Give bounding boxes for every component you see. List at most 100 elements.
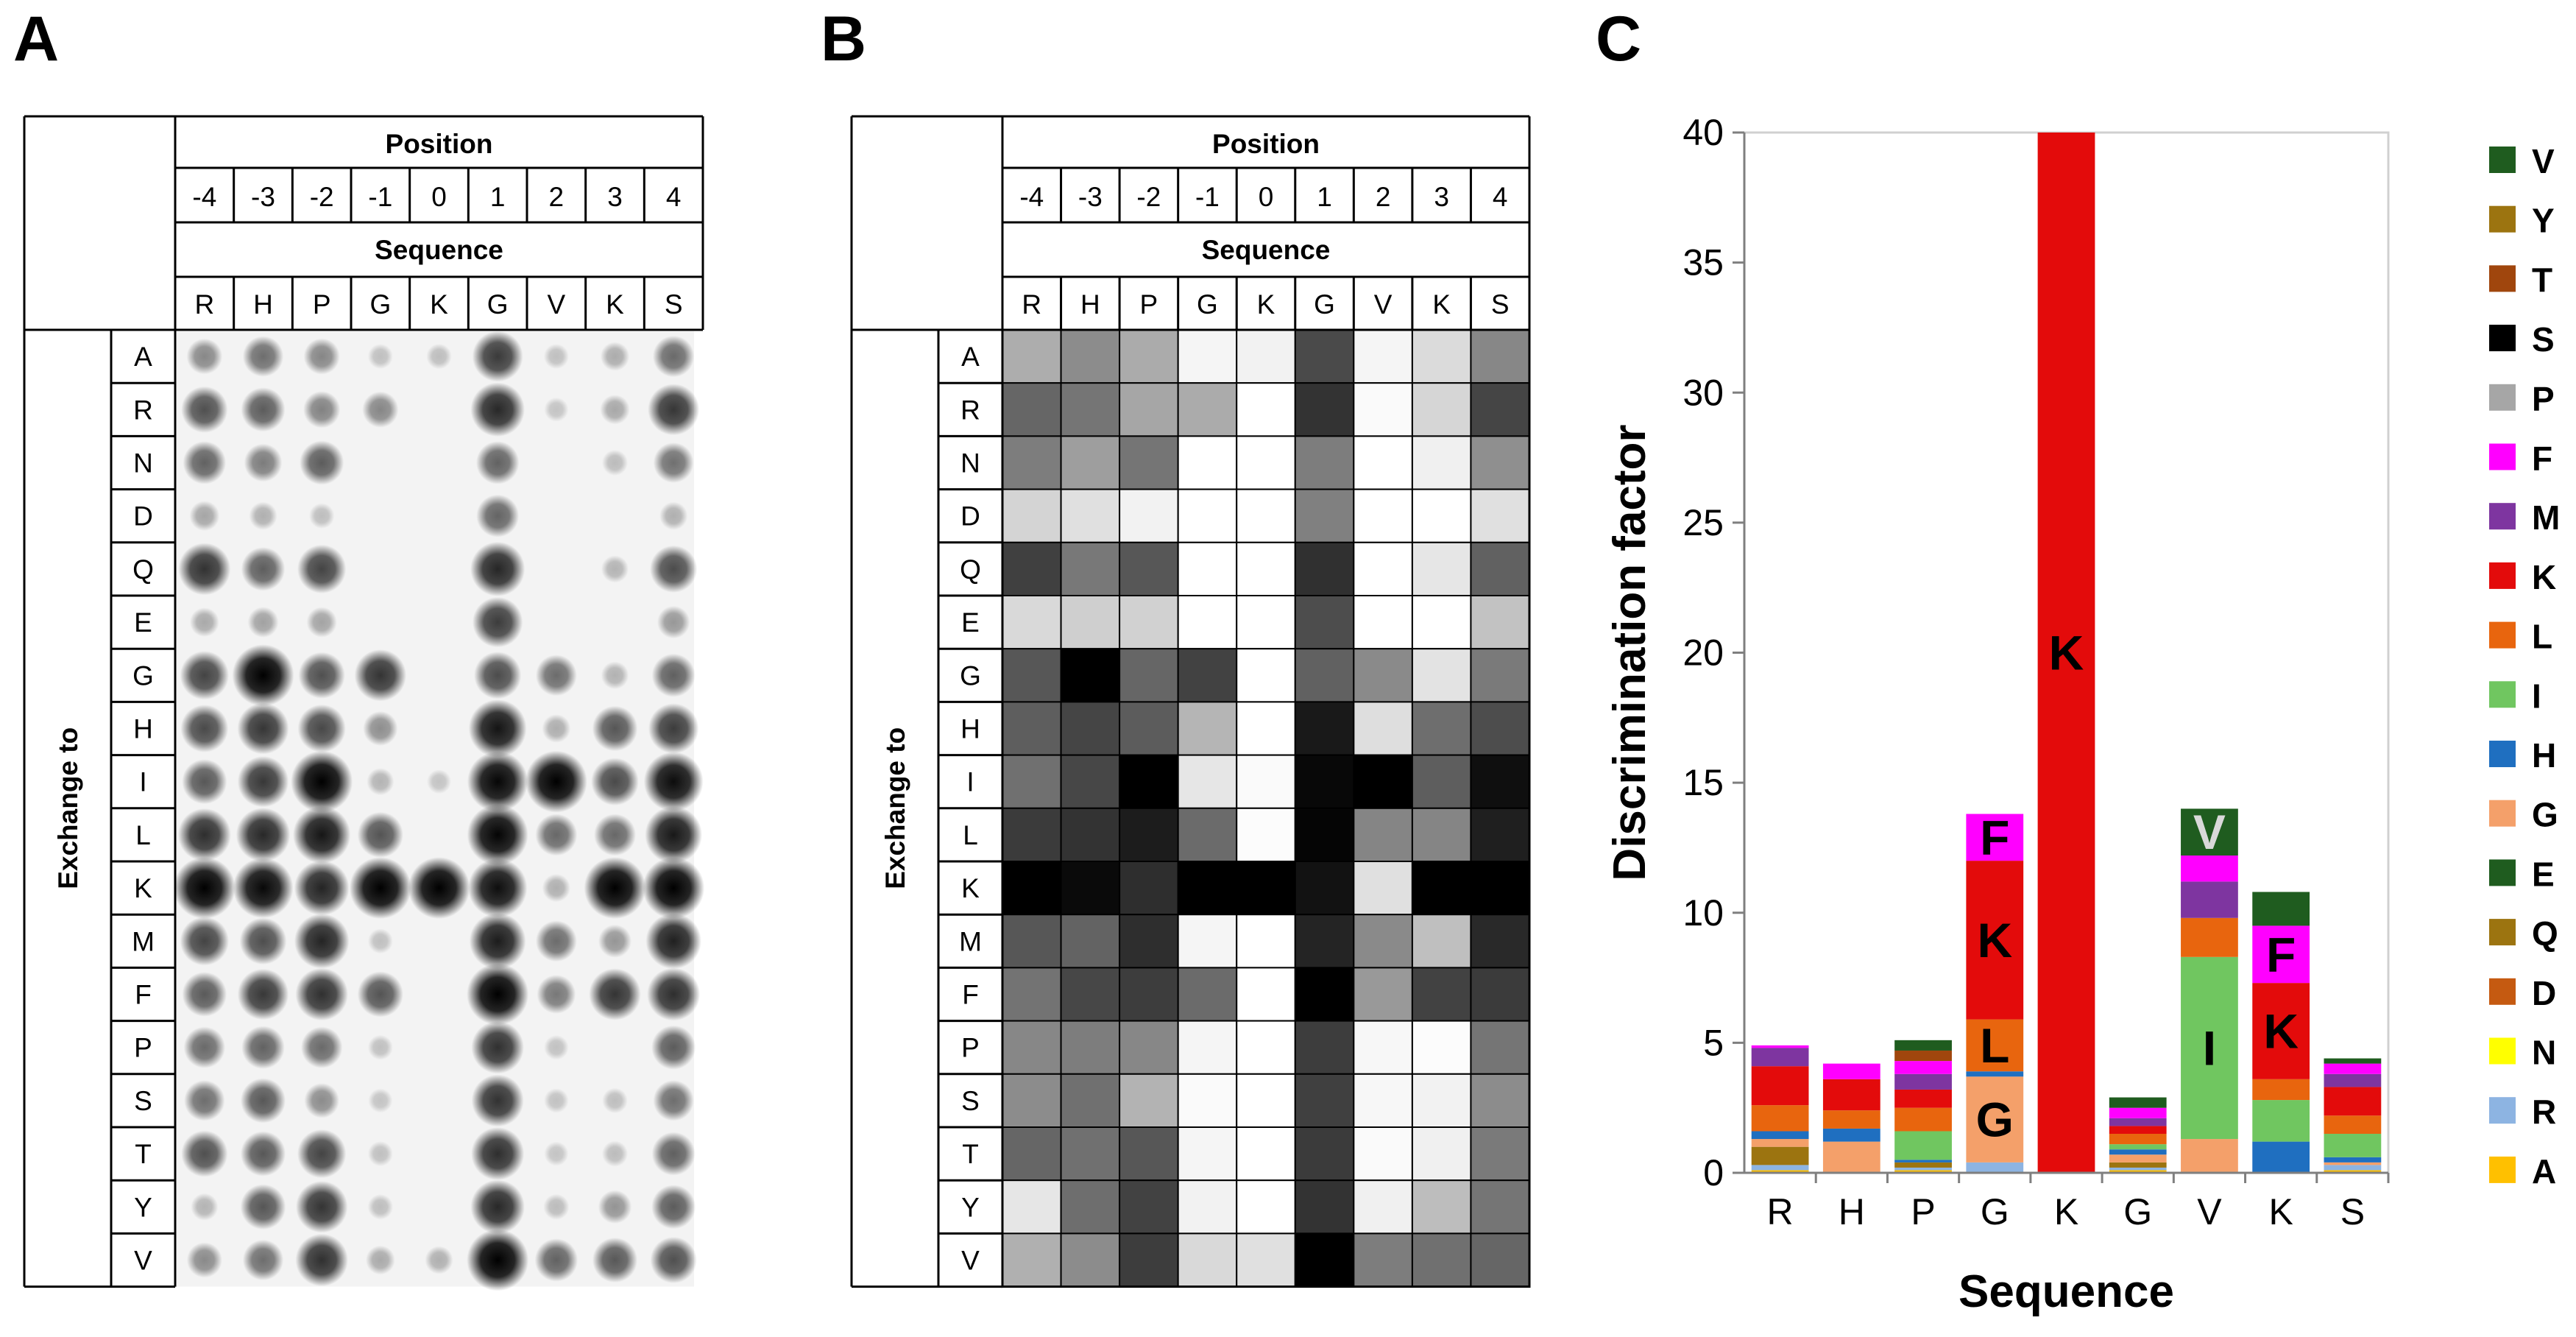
legend-swatch-D bbox=[2489, 978, 2516, 1005]
heatmap-cell-G-1 bbox=[1294, 648, 1355, 703]
blot-dot-R-3 bbox=[600, 395, 630, 425]
blot-dot-H--2 bbox=[297, 704, 346, 753]
blot-dot-L-2 bbox=[535, 814, 578, 856]
blot-dot-Y--4 bbox=[191, 1193, 219, 1221]
heatmap-cell-H-1 bbox=[1294, 701, 1355, 756]
heatmap-cell-M-1 bbox=[1294, 914, 1355, 969]
bar-label-G: G bbox=[1976, 1093, 2014, 1147]
panel-b-position-label: 3 bbox=[1434, 182, 1449, 212]
blot-dot-E--2 bbox=[306, 607, 337, 638]
heatmap-cell-N--1 bbox=[1177, 435, 1238, 490]
blot-dot-T-2 bbox=[544, 1141, 569, 1166]
panel-a-exchange-residue: T bbox=[135, 1139, 152, 1169]
blot-dot-N-3 bbox=[601, 449, 629, 476]
heatmap-cell-Y--2 bbox=[1119, 1179, 1179, 1235]
panel-b-position-label: 0 bbox=[1259, 182, 1274, 212]
heatmap-cell-V--3 bbox=[1060, 1232, 1121, 1288]
blot-dot-L--4 bbox=[177, 808, 231, 861]
heatmap-cell-Q--4 bbox=[1002, 541, 1062, 596]
heatmap-cell-K--4 bbox=[1002, 861, 1062, 916]
bar-segment-G6-K bbox=[2109, 1126, 2167, 1135]
blot-dot-K-1 bbox=[467, 858, 528, 918]
legend-label-R: R bbox=[2532, 1093, 2556, 1131]
blot-dot-P--4 bbox=[183, 1026, 226, 1068]
blot-dot-Y-3 bbox=[598, 1190, 632, 1224]
bar-segment-P3-F bbox=[1894, 1061, 1952, 1074]
heatmap-cell-V-2 bbox=[1353, 1232, 1413, 1288]
panel-b-position-label: -2 bbox=[1136, 182, 1161, 212]
heatmap-cell-F-1 bbox=[1294, 967, 1355, 1022]
heatmap-cell-T--1 bbox=[1177, 1126, 1238, 1182]
heatmap-cell-S-0 bbox=[1236, 1073, 1296, 1129]
y-axis-title: Discrimination factor bbox=[1604, 424, 1655, 881]
bar-segment-S9-M bbox=[2324, 1073, 2382, 1087]
heatmap-cell-A--3 bbox=[1060, 329, 1121, 384]
heatmap-cell-E-2 bbox=[1353, 595, 1413, 650]
bar-segment-P3-I bbox=[1894, 1131, 1952, 1160]
heatmap-cell-Q--2 bbox=[1119, 541, 1179, 596]
bar-segment-G4-G bbox=[1966, 1076, 2024, 1163]
blot-dot-P--2 bbox=[300, 1026, 343, 1068]
panel-a-sequence-residue: P bbox=[313, 289, 331, 320]
panel-a-exchange-residue: N bbox=[133, 448, 153, 479]
blot-dot-M--2 bbox=[294, 913, 350, 969]
panel-a-position-label: 0 bbox=[431, 182, 447, 212]
heatmap-cell-Q-2 bbox=[1353, 541, 1413, 596]
blot-dot-N-1 bbox=[475, 441, 520, 484]
panel-a-sequence-residue: R bbox=[194, 289, 214, 320]
heatmap-cell-D--4 bbox=[1002, 488, 1062, 543]
panel-a-position-label: 2 bbox=[549, 182, 565, 212]
bar-segment-K8-V bbox=[2252, 892, 2310, 926]
heatmap-cell-I-4 bbox=[1470, 754, 1531, 809]
bar-segment-G6-F bbox=[2109, 1107, 2167, 1118]
bar-segment-P3-T bbox=[1894, 1050, 1952, 1062]
legend-label-T: T bbox=[2532, 261, 2552, 299]
heatmap-cell-T--3 bbox=[1060, 1126, 1121, 1182]
panel-b-position-label: -4 bbox=[1019, 182, 1044, 212]
heatmap-cell-P-3 bbox=[1411, 1020, 1472, 1075]
x-tick-label: K bbox=[2268, 1191, 2293, 1232]
blot-dot-V--1 bbox=[365, 1245, 395, 1275]
panel-a-sequence-title: Sequence bbox=[375, 235, 503, 265]
x-tick-label: S bbox=[2340, 1191, 2365, 1232]
heatmap-cell-F-0 bbox=[1236, 967, 1296, 1022]
heatmap-cell-N-3 bbox=[1411, 435, 1472, 490]
heatmap-cell-H-3 bbox=[1411, 701, 1472, 756]
bar-segment-R1-R bbox=[1751, 1165, 1809, 1171]
blot-dot-N--3 bbox=[244, 443, 283, 482]
heatmap-cell-E-0 bbox=[1236, 595, 1296, 650]
heatmap-cell-D-3 bbox=[1411, 488, 1472, 543]
blot-dot-D--2 bbox=[308, 503, 335, 529]
bar-segment-V7-G bbox=[2181, 1139, 2238, 1173]
heatmap-cell-E-1 bbox=[1294, 595, 1355, 650]
y-tick-label: 10 bbox=[1682, 892, 1724, 934]
x-tick-label: K bbox=[2054, 1191, 2078, 1232]
panel-a-sequence-residue: S bbox=[665, 289, 683, 320]
blot-dot-K--1 bbox=[349, 857, 411, 920]
bar-segment-G4-H bbox=[1966, 1071, 2024, 1077]
heatmap-cell-V--2 bbox=[1119, 1232, 1179, 1288]
panel-b-heatmap: PositionSequence-4R-3H-2P-1G0K1G2V3K4SAR… bbox=[850, 115, 1531, 1288]
bar-label-L: L bbox=[1980, 1018, 2009, 1073]
blot-dot-S--1 bbox=[368, 1088, 393, 1113]
panel-b-exchange-residue: S bbox=[961, 1086, 980, 1116]
bar-segment-P3-Q bbox=[1894, 1162, 1952, 1168]
panel-a-exchange-residue: Q bbox=[132, 554, 154, 585]
heatmap-cell-G-3 bbox=[1411, 648, 1472, 703]
legend-swatch-F bbox=[2489, 443, 2516, 470]
heatmap-cell-L-3 bbox=[1411, 807, 1472, 863]
heatmap-cell-N-1 bbox=[1294, 435, 1355, 490]
blot-dot-V--3 bbox=[242, 1239, 284, 1281]
panel-a-exchange-residue: L bbox=[135, 820, 151, 850]
heatmap-cell-Q-4 bbox=[1470, 541, 1531, 596]
blot-dot-Y-2 bbox=[543, 1193, 570, 1220]
legend-swatch-A bbox=[2489, 1156, 2516, 1183]
bar-segment-G6-G bbox=[2109, 1154, 2167, 1163]
blot-dot-D--3 bbox=[249, 501, 277, 530]
blot-dot-L-1 bbox=[467, 804, 528, 866]
panel-b-exchange-residue: G bbox=[960, 660, 981, 691]
blot-dot-V-3 bbox=[592, 1237, 638, 1283]
heatmap-cell-R--4 bbox=[1002, 382, 1062, 437]
heatmap-cell-F-3 bbox=[1411, 967, 1472, 1022]
heatmap-cell-H-0 bbox=[1236, 701, 1296, 756]
